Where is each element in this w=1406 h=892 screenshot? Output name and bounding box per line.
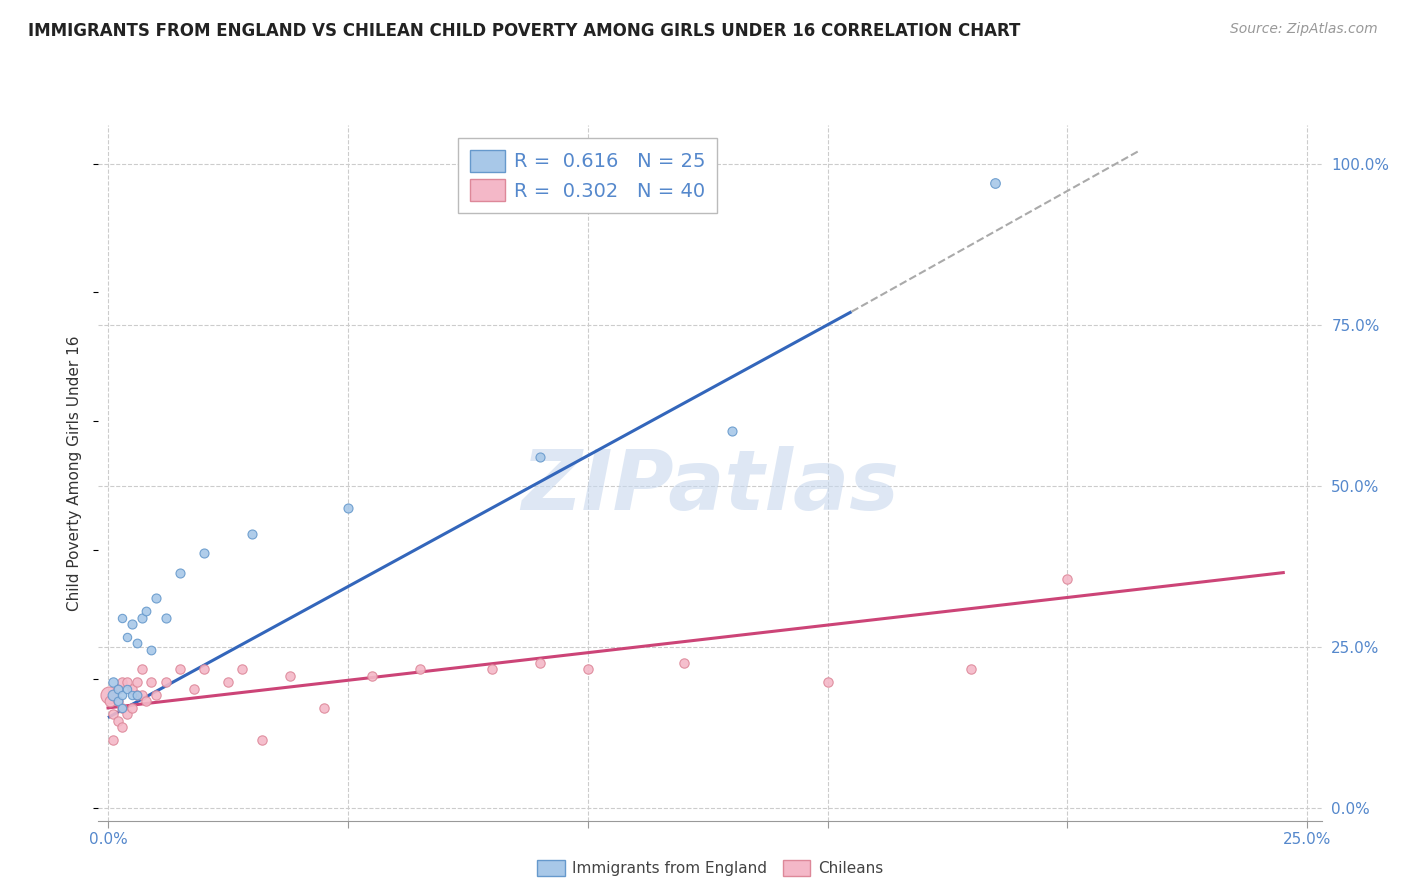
Text: IMMIGRANTS FROM ENGLAND VS CHILEAN CHILD POVERTY AMONG GIRLS UNDER 16 CORRELATIO: IMMIGRANTS FROM ENGLAND VS CHILEAN CHILD… bbox=[28, 22, 1021, 40]
Legend: Immigrants from England, Chileans: Immigrants from England, Chileans bbox=[531, 855, 889, 882]
Text: ZIPatlas: ZIPatlas bbox=[522, 446, 898, 527]
Text: Source: ZipAtlas.com: Source: ZipAtlas.com bbox=[1230, 22, 1378, 37]
Y-axis label: Child Poverty Among Girls Under 16: Child Poverty Among Girls Under 16 bbox=[67, 335, 83, 610]
